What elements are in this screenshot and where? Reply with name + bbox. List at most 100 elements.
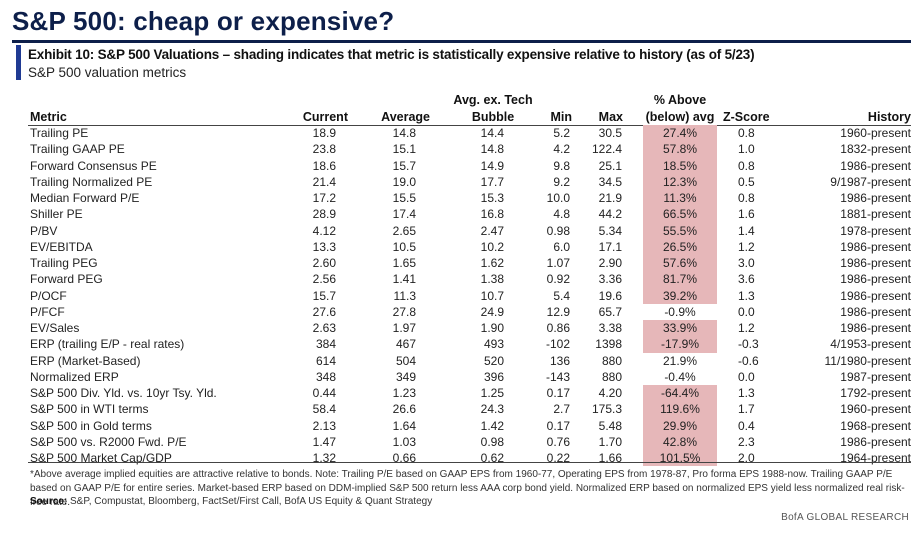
cell-z: 1.2	[738, 239, 755, 254]
cell-pct: 57.6%	[662, 256, 698, 270]
cell-min: 0.86	[546, 321, 570, 335]
cell-z: 2.0	[738, 451, 755, 465]
cell-z: 0.0	[738, 369, 755, 384]
cell-pct: -17.9%	[660, 337, 700, 352]
source-text: S&P, Compustat, Bloomberg, FactSet/First…	[70, 496, 433, 507]
cell-avgx: 24.9	[480, 304, 504, 319]
cell-pct: 29.9%	[662, 418, 698, 433]
cell-metric: EV/Sales	[30, 321, 80, 335]
cell-max: 2.90	[598, 256, 622, 270]
cell-current: 4.12	[312, 223, 336, 238]
expensive-shading	[643, 238, 717, 255]
cell-min: 9.2	[553, 174, 570, 189]
cell-z: 0.4	[738, 418, 755, 433]
cell-average: 11.3	[393, 288, 416, 303]
cell-max: 25.1	[598, 158, 622, 173]
cell-max: 44.2	[598, 207, 622, 222]
cell-metric: EV/EBITDA	[30, 239, 93, 254]
cell-average: 26.6	[392, 402, 416, 417]
cell-avgx: 16.8	[480, 207, 504, 222]
cell-pct: -64.4%	[660, 386, 700, 400]
cell-z: 1.0	[738, 142, 755, 157]
cell-history: 1960-present	[840, 126, 911, 140]
cell-average: 2.65	[392, 223, 416, 238]
cell-current: 23.8	[312, 142, 336, 157]
cell-min: 0.76	[546, 434, 570, 449]
cell-average: 1.97	[392, 321, 416, 335]
cell-z: 3.0	[738, 256, 755, 270]
cell-metric: S&P 500 in WTI terms	[30, 402, 149, 417]
cell-avgx: 10.7	[480, 288, 504, 303]
cell-max: 1.66	[598, 451, 622, 465]
cell-current: 384	[315, 337, 336, 352]
cell-metric: Trailing PE	[30, 126, 89, 140]
header-pct-above-line2: (below) avg	[645, 110, 715, 124]
cell-pct: 33.9%	[662, 321, 698, 335]
cell-avgx: 17.7	[480, 174, 504, 189]
cell-avgx: 520	[483, 353, 504, 368]
cell-z: 2.3	[738, 434, 755, 449]
cell-z: 0.0	[738, 304, 755, 319]
cell-min: 0.98	[546, 223, 570, 238]
cell-z: 0.5	[738, 174, 755, 189]
cell-metric: S&P 500 vs. R2000 Fwd. P/E	[30, 434, 187, 449]
cell-history: 9/1987-present	[830, 174, 911, 189]
cell-z: 1.7	[738, 402, 755, 417]
cell-history: 1986-present	[840, 288, 911, 303]
cell-pct: 42.8%	[662, 434, 698, 449]
cell-history: 1986-present	[840, 256, 911, 270]
cell-average: 17.4	[392, 207, 416, 222]
cell-max: 19.6	[598, 288, 622, 303]
cell-history: 1986-present	[840, 434, 911, 449]
exhibit-accent-bar	[16, 45, 21, 80]
brand-footer: BofA GLOBAL RESEARCH	[781, 512, 909, 523]
page-title: S&P 500: cheap or expensive?	[12, 6, 395, 36]
expensive-shading	[643, 173, 717, 190]
cell-metric: P/BV	[30, 223, 58, 238]
expensive-shading	[643, 271, 717, 288]
cell-metric: ERP (Market-Based)	[30, 353, 141, 368]
header-current: Current	[302, 110, 348, 124]
cell-average: 504	[395, 353, 416, 368]
cell-max: 21.9	[598, 191, 622, 205]
cell-history: 11/1980-present	[824, 353, 911, 368]
cell-metric: Median Forward P/E	[30, 191, 140, 205]
cell-current: 0.44	[312, 386, 336, 400]
cell-z: 1.6	[738, 207, 755, 222]
cell-average: 1.41	[392, 272, 416, 287]
cell-max: 30.5	[598, 126, 622, 140]
cell-max: 880	[601, 369, 622, 384]
cell-history: 1968-present	[840, 418, 911, 433]
cell-history: 1986-present	[840, 304, 911, 319]
cell-max: 1.70	[598, 434, 622, 449]
cell-min: 6.0	[553, 239, 570, 254]
header-min: Min	[550, 110, 572, 124]
cell-min: 136	[549, 353, 570, 368]
cell-min: 4.8	[553, 207, 570, 222]
table-subtitle: S&P 500 valuation metrics	[28, 65, 187, 80]
cell-z: 3.6	[738, 272, 755, 287]
cell-pct: -0.4%	[664, 369, 696, 384]
expensive-shading	[643, 255, 717, 272]
header-average: Average	[381, 110, 430, 124]
cell-min: -143	[545, 369, 570, 384]
cell-min: 2.7	[553, 402, 570, 417]
cell-current: 2.63	[312, 321, 336, 335]
cell-pct: -0.9%	[664, 304, 696, 319]
cell-pct: 21.9%	[662, 353, 698, 368]
cell-metric: Forward Consensus PE	[30, 158, 157, 173]
cell-current: 614	[315, 353, 336, 368]
cell-average: 15.5	[392, 191, 416, 205]
footnote: *Above average implied equities are attr…	[30, 469, 905, 508]
cell-pct: 101.5%	[659, 451, 701, 465]
cell-pct: 26.5%	[662, 239, 698, 254]
cell-metric: P/FCF	[30, 304, 65, 319]
cell-metric: Normalized ERP	[30, 369, 119, 384]
cell-avgx: 1.38	[480, 272, 504, 287]
cell-current: 15.7	[312, 288, 336, 303]
cell-max: 34.5	[598, 174, 622, 189]
cell-min: -102	[545, 337, 570, 352]
header-pct-above-line1: % Above	[653, 93, 707, 107]
expensive-shading	[643, 222, 717, 239]
cell-metric: Trailing GAAP PE	[30, 142, 125, 157]
